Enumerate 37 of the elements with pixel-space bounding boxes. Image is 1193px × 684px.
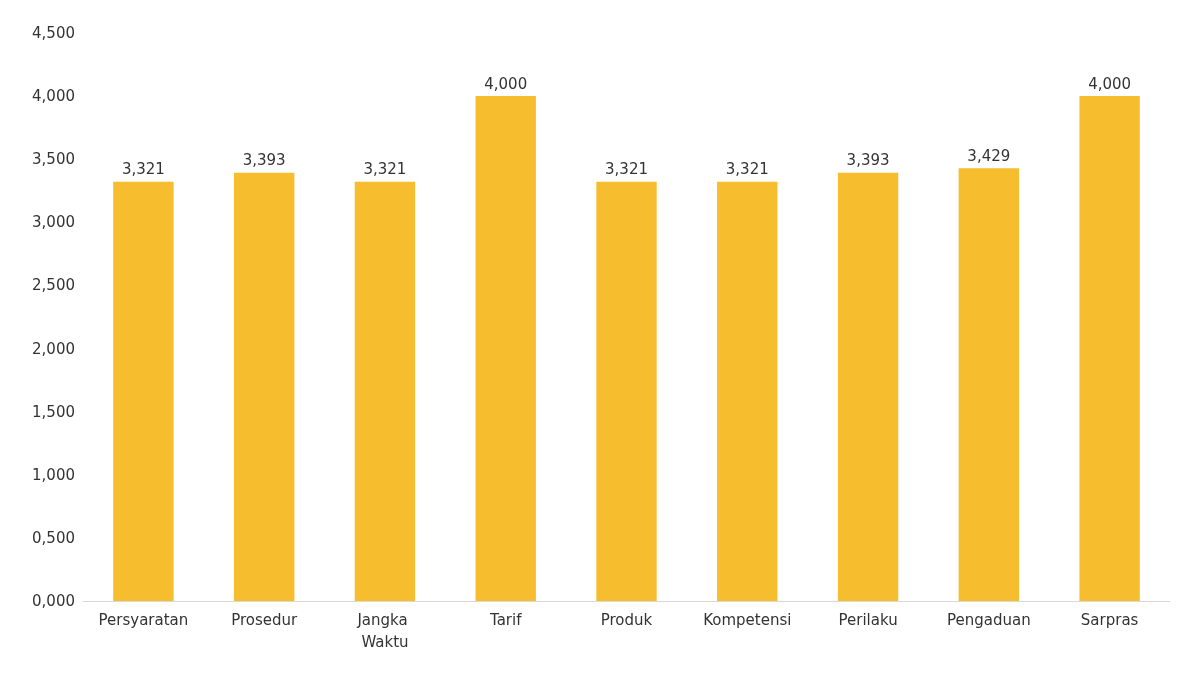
y-tick-label: 3,000 xyxy=(32,213,75,232)
x-tick-label: Produk xyxy=(600,611,653,629)
data-label: 3,393 xyxy=(242,151,286,170)
data-label: 4,000 xyxy=(1088,74,1132,93)
x-tick-label: Prosedur xyxy=(231,611,299,629)
x-tick-label: Kompetensi xyxy=(703,611,792,629)
bar xyxy=(354,181,416,601)
x-tick-label: Persyaratan xyxy=(98,611,189,629)
bar xyxy=(717,181,778,601)
data-label: 3,321 xyxy=(121,160,165,179)
y-tick-label: 4,000 xyxy=(32,87,75,106)
data-label: 3,393 xyxy=(846,151,890,170)
data-label: 3,321 xyxy=(725,160,769,179)
bar xyxy=(837,172,899,601)
y-tick-label: 2,000 xyxy=(32,339,75,358)
x-tick-label: Sarpras xyxy=(1080,611,1139,629)
y-tick-label: 0,500 xyxy=(32,528,75,547)
y-tick-label: 3,500 xyxy=(32,150,75,169)
y-tick-label: 0,000 xyxy=(32,592,75,610)
data-label: 4,000 xyxy=(484,74,528,93)
data-label: 3,321 xyxy=(363,160,407,179)
x-tick-label: Jangka Waktu xyxy=(356,611,413,651)
x-tick-label: Pengaduan xyxy=(946,611,1031,629)
bar xyxy=(596,181,657,601)
x-tick-label: Tarif xyxy=(488,611,523,629)
data-label: 3,429 xyxy=(967,146,1011,165)
x-tick-label: Perilaku xyxy=(838,611,898,629)
bar xyxy=(113,181,174,601)
bar xyxy=(475,96,536,601)
bar xyxy=(958,168,1020,601)
y-tick-label: 1,000 xyxy=(32,465,75,484)
data-label: 3,321 xyxy=(605,160,648,179)
bar xyxy=(233,172,295,601)
bar xyxy=(1079,96,1140,601)
y-tick-label: 2,500 xyxy=(32,276,75,295)
y-tick-label: 1,500 xyxy=(32,402,75,421)
y-tick-label: 4,500 xyxy=(32,24,75,42)
